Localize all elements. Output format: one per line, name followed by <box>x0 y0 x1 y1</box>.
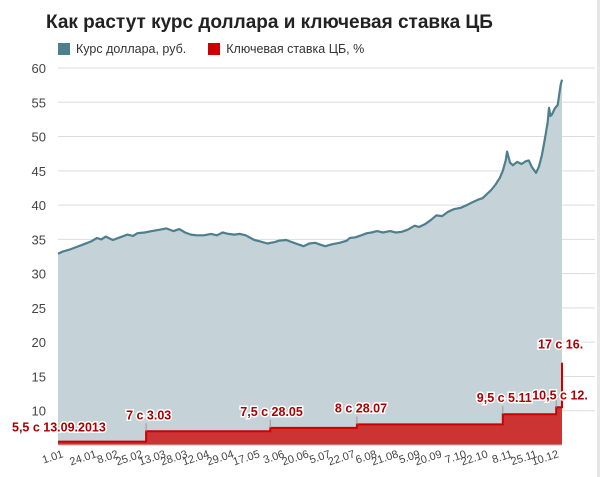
y-tick-label-55: 55 <box>32 95 46 110</box>
legend-swatch-usd <box>58 43 70 55</box>
legend-swatch-key-rate <box>208 43 221 55</box>
annotation-label-5: 10,5 с 12. <box>532 388 588 402</box>
annotation-label-0: 5,5 с 13.09.2013 <box>12 421 106 435</box>
y-tick-label-50: 50 <box>32 130 46 145</box>
annotation-label-1: 7 с 3.03 <box>126 408 171 422</box>
legend: Курс доллара, руб. Ключевая ставка ЦБ, % <box>58 42 386 56</box>
legend-item-key-rate: Ключевая ставка ЦБ, % <box>208 42 364 56</box>
x-tick-label-1.01: 1.01 <box>41 448 65 466</box>
legend-label-key-rate: Ключевая ставка ЦБ, % <box>226 42 365 56</box>
x-tick-label-29.04: 29.04 <box>205 448 235 468</box>
annotation-label-2: 7,5 с 28.05 <box>240 405 303 419</box>
y-tick-label-10: 10 <box>32 404 46 419</box>
legend-label-usd: Курс доллара, руб. <box>76 42 187 56</box>
legend-item-usd: Курс доллара, руб. <box>58 42 186 56</box>
annotation-label-3: 8 с 28.07 <box>335 401 387 415</box>
annotation-label-4: 9,5 с 5.11 <box>477 391 532 405</box>
chart-title: Как растут курс доллара и ключевая ставк… <box>46 12 493 33</box>
x-tick-label-22.07: 22.07 <box>327 448 357 468</box>
y-tick-label-60: 60 <box>32 61 46 76</box>
y-tick-label-20: 20 <box>32 335 46 350</box>
y-tick-label-40: 40 <box>32 198 46 213</box>
usd-area <box>58 79 562 445</box>
usd-line <box>57 79 564 255</box>
y-tick-label-25: 25 <box>32 301 46 316</box>
y-tick-label-45: 45 <box>32 164 46 179</box>
y-tick-label-35: 35 <box>32 232 46 247</box>
x-tick-label-20.06: 20.06 <box>281 448 311 468</box>
x-tick-label-17.05: 17.05 <box>231 448 261 468</box>
y-tick-label-30: 30 <box>32 267 46 282</box>
right-frame-border <box>597 0 600 477</box>
y-tick-label-15: 15 <box>32 369 46 384</box>
annotation-label-6: 17 с 16. <box>538 338 583 352</box>
x-tick-label-24.01: 24.01 <box>68 448 98 468</box>
